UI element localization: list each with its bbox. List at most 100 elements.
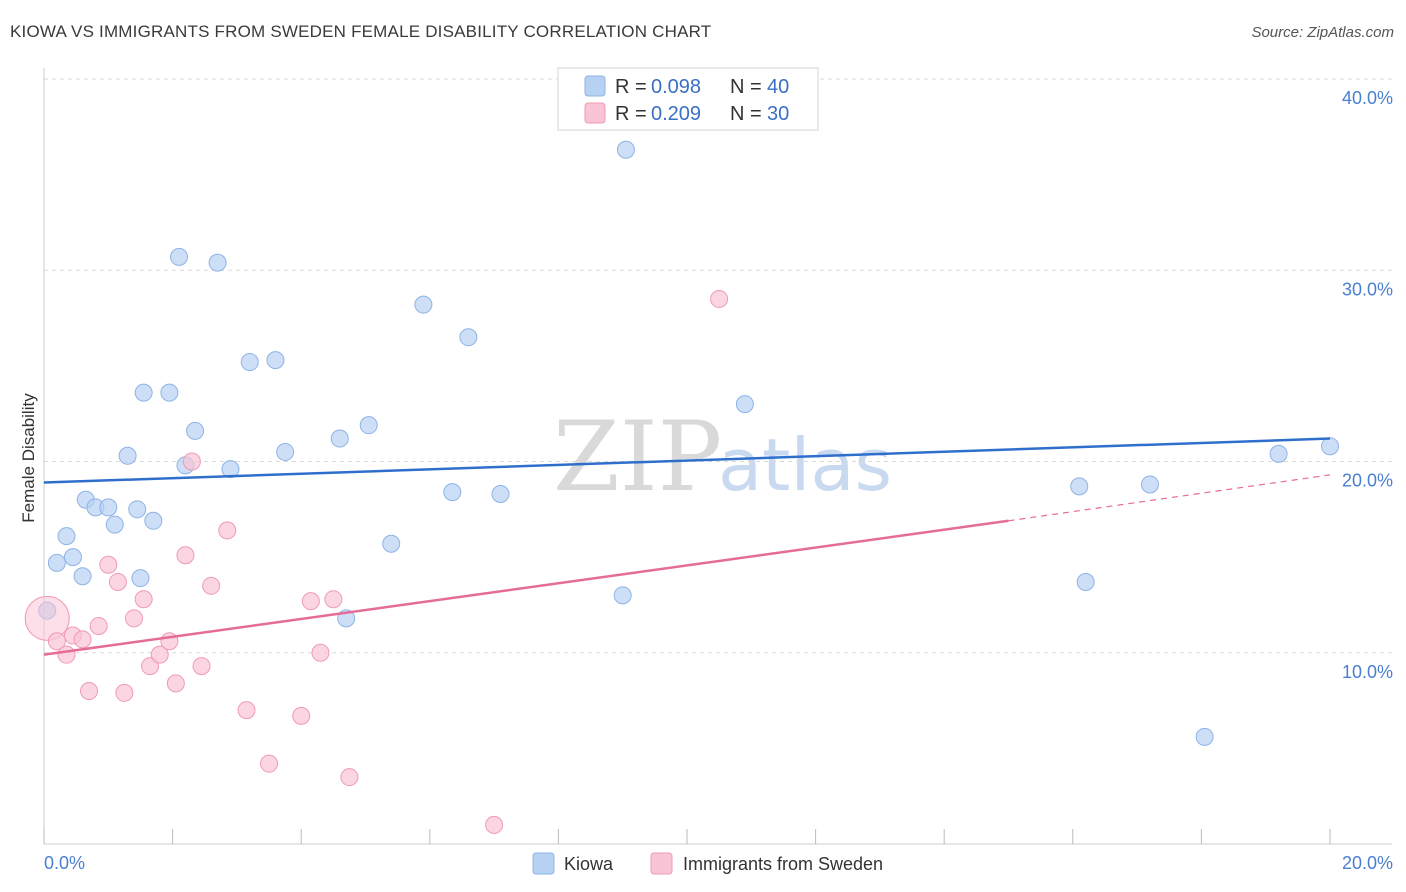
sweden-point-17 xyxy=(182,452,201,471)
kiowa-point-29 xyxy=(459,328,478,347)
kiowa-point-14 xyxy=(160,383,179,402)
legend-n-value-sweden: 30 xyxy=(767,103,789,125)
legend-swatch-kiowa xyxy=(584,75,606,97)
kiowa-point-8 xyxy=(105,515,124,534)
sweden-point-5 xyxy=(80,682,99,700)
kiowa-point-26 xyxy=(382,534,401,553)
kiowa-point-17 xyxy=(186,421,205,440)
kiowa-point-9 xyxy=(118,446,137,465)
sweden-point-2 xyxy=(57,645,76,664)
bottom-legend-label-sweden: Immigrants from Sweden xyxy=(683,854,883,874)
bottom-legend-swatch-sweden xyxy=(650,852,673,875)
sweden-point-7 xyxy=(99,555,118,574)
kiowa-point-23 xyxy=(330,429,349,448)
sweden-points xyxy=(24,289,729,834)
legend-r-label-sweden: R = xyxy=(615,103,647,125)
sweden-point-4 xyxy=(73,630,92,649)
kiowa-point-7 xyxy=(99,498,118,517)
sweden-point-26 xyxy=(324,590,343,609)
sweden-point-20 xyxy=(218,521,237,540)
kiowa-point-20 xyxy=(240,353,259,372)
sweden-point-8 xyxy=(108,572,127,591)
sweden-point-11 xyxy=(134,590,153,609)
sweden-trend-line xyxy=(43,519,1009,656)
kiowa-point-19 xyxy=(221,460,240,479)
kiowa-point-4 xyxy=(73,567,92,586)
kiowa-point-33 xyxy=(735,395,754,414)
chart-title: KIOWA VS IMMIGRANTS FROM SWEDEN FEMALE D… xyxy=(10,22,712,41)
kiowa-point-11 xyxy=(131,569,150,588)
kiowa-point-15 xyxy=(170,247,189,266)
legend-n-value-kiowa: 40 xyxy=(767,76,789,98)
kiowa-point-12 xyxy=(134,383,153,402)
x-ticks xyxy=(43,829,1331,844)
gridlines xyxy=(44,78,1392,654)
sweden-point-19 xyxy=(202,576,221,595)
sweden-point-21 xyxy=(237,701,256,720)
sweden-point-24 xyxy=(301,592,320,611)
kiowa-point-13 xyxy=(144,511,163,530)
sweden-point-15 xyxy=(166,674,185,693)
correlation-legend: R = 0.098 N = 40 R = 0.209 N = 30 xyxy=(557,67,819,131)
kiowa-point-37 xyxy=(1195,727,1214,746)
sweden-point-13 xyxy=(150,645,169,664)
y-tick-labels: 10.0% 20.0% 30.0% 40.0% xyxy=(1342,88,1393,682)
sweden-point-25 xyxy=(311,643,330,662)
bottom-legend-label-kiowa: Kiowa xyxy=(564,854,614,874)
watermark-zip: ZIP xyxy=(553,401,722,513)
series-legend: Kiowa Immigrants from Sweden xyxy=(532,852,883,875)
kiowa-point-25 xyxy=(359,416,378,435)
kiowa-point-18 xyxy=(208,253,227,272)
sweden-point-27 xyxy=(340,768,359,787)
y-tick-label-30: 30.0% xyxy=(1342,279,1393,299)
trend-lines xyxy=(43,437,1331,656)
kiowa-point-38 xyxy=(1269,444,1288,463)
kiowa-point-21 xyxy=(266,351,285,370)
bottom-legend-swatch-kiowa xyxy=(532,852,555,875)
kiowa-point-34 xyxy=(1070,477,1089,496)
kiowa-point-30 xyxy=(491,485,510,504)
y-axis-title: Female Disability xyxy=(19,393,38,523)
sweden-point-28 xyxy=(485,815,504,834)
kiowa-point-10 xyxy=(128,500,147,519)
sweden-point-6 xyxy=(89,616,108,635)
kiowa-point-31 xyxy=(613,586,632,605)
kiowa-point-27 xyxy=(414,295,433,314)
legend-n-label-sweden: N = xyxy=(730,103,762,125)
sweden-point-22 xyxy=(260,754,279,773)
axes xyxy=(43,68,1392,845)
legend-swatch-sweden xyxy=(584,102,606,124)
kiowa-point-32 xyxy=(616,140,635,159)
sweden-point-29 xyxy=(710,289,729,308)
kiowa-point-36 xyxy=(1140,475,1159,494)
watermark-atlas: atlas xyxy=(718,423,892,507)
sweden-point-16 xyxy=(176,546,195,565)
y-tick-label-10: 10.0% xyxy=(1342,662,1393,682)
legend-r-value-kiowa: 0.098 xyxy=(651,76,701,98)
kiowa-point-1 xyxy=(47,553,66,572)
kiowa-trend-line xyxy=(43,437,1331,484)
kiowa-point-3 xyxy=(63,548,82,567)
x-tick-label-max: 20.0% xyxy=(1342,853,1393,873)
source-attribution: Source: ZipAtlas.com xyxy=(1251,24,1394,41)
legend-r-value-sweden: 0.209 xyxy=(651,103,701,125)
legend-n-label-kiowa: N = xyxy=(730,76,762,98)
sweden-point-18 xyxy=(192,657,211,676)
kiowa-point-39 xyxy=(1321,437,1339,456)
x-tick-label-min: 0.0% xyxy=(44,853,85,873)
kiowa-point-2 xyxy=(57,527,76,546)
kiowa-point-35 xyxy=(1076,572,1095,591)
y-tick-label-40: 40.0% xyxy=(1342,88,1393,108)
sweden-point-9 xyxy=(115,683,134,702)
kiowa-point-28 xyxy=(443,483,462,502)
sweden-point-1 xyxy=(47,632,66,651)
kiowa-point-22 xyxy=(276,442,295,461)
sweden-trend-line-extension xyxy=(1008,474,1331,522)
sweden-point-23 xyxy=(292,706,311,725)
legend-r-label-kiowa: R = xyxy=(615,76,647,98)
y-tick-label-20: 20.0% xyxy=(1342,471,1393,491)
sweden-point-0 xyxy=(24,595,70,641)
sweden-point-10 xyxy=(125,609,144,628)
sweden-point-12 xyxy=(141,657,160,676)
